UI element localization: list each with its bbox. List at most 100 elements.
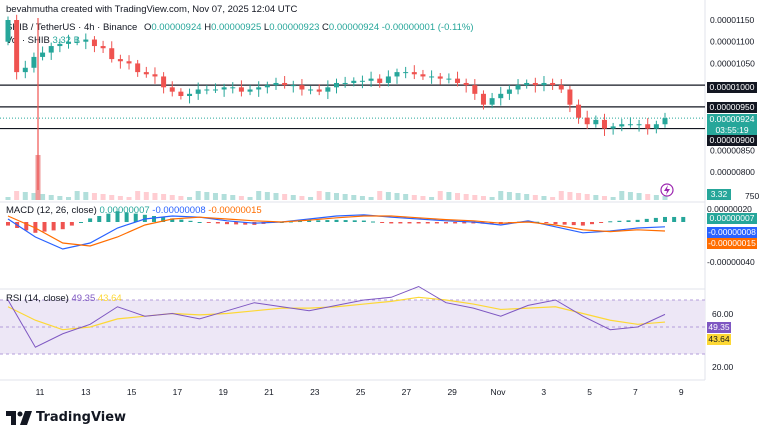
candle-body bbox=[273, 82, 279, 86]
rsi-axis-60: 60.00 bbox=[712, 309, 734, 319]
macd-hist-bar bbox=[471, 222, 476, 224]
rsi-legend[interactable]: RSI (14, close) 49.35 43.64 bbox=[6, 293, 122, 304]
candle-body bbox=[498, 93, 504, 99]
volume-bar bbox=[627, 192, 633, 200]
macd-hist-bar bbox=[188, 220, 193, 222]
volume-bar bbox=[247, 197, 253, 200]
candle-body bbox=[472, 85, 478, 94]
candle-body bbox=[506, 89, 512, 94]
volume-bar bbox=[403, 194, 409, 200]
macd-hist-bar bbox=[51, 222, 56, 231]
price-tick: 0.00000800 bbox=[710, 167, 755, 177]
volume-bar bbox=[5, 197, 11, 200]
macd-hist-bar bbox=[42, 222, 47, 232]
current-price-tag: 0.00000924 03:55:19 bbox=[707, 114, 757, 136]
volume-bar bbox=[221, 194, 227, 200]
candle-body bbox=[299, 85, 305, 90]
candle-body bbox=[480, 93, 486, 105]
macd-hist-bar bbox=[371, 221, 375, 223]
candle-body bbox=[446, 78, 452, 80]
volume-bar bbox=[282, 194, 288, 200]
level-tag-900: 0.00000900 bbox=[707, 135, 757, 146]
volume-bar bbox=[342, 194, 348, 200]
candle-body bbox=[524, 82, 530, 86]
macd-hist-bar bbox=[389, 222, 394, 224]
candle-body bbox=[117, 59, 123, 62]
time-tick: 13 bbox=[81, 387, 91, 397]
signal-value: -0.00000015 bbox=[208, 205, 262, 216]
ohlc-high: 0.00000925 bbox=[211, 22, 262, 33]
macd-hist-bar bbox=[434, 222, 439, 224]
volume-bar bbox=[480, 196, 486, 200]
price-tick: 0.00001100 bbox=[710, 37, 755, 47]
macd-hist-bar bbox=[288, 221, 293, 223]
volume-bar bbox=[273, 193, 279, 200]
volume-bar bbox=[40, 194, 46, 200]
price-tick: 0.00001050 bbox=[710, 58, 755, 68]
macd-label: MACD (12, 26, close) bbox=[6, 205, 97, 216]
macd-hist-bar bbox=[462, 222, 467, 224]
candle-body bbox=[420, 74, 426, 77]
candle-body bbox=[74, 41, 80, 43]
tradingview-logo[interactable]: TradingView bbox=[6, 410, 126, 425]
macd-hist-bar bbox=[215, 222, 220, 224]
volume-value: 3.32 B bbox=[52, 35, 80, 46]
tradingview-logo-text: TradingView bbox=[36, 410, 127, 425]
volume-bar bbox=[472, 195, 478, 200]
volume-bar bbox=[532, 195, 538, 200]
time-axis: 11 13 15 17 19 21 23 25 27 29 Nov 3 5 7 9 bbox=[36, 387, 684, 397]
macd-hist-bar bbox=[380, 222, 385, 223]
volume-bar bbox=[91, 193, 97, 200]
candle-body bbox=[368, 78, 374, 81]
price-tick: 750 bbox=[745, 191, 759, 201]
volume-bar bbox=[498, 191, 504, 200]
candle-body bbox=[143, 72, 149, 75]
candle-body bbox=[334, 82, 339, 88]
macd-hist-bar bbox=[170, 218, 175, 222]
macd-signal-line bbox=[7, 215, 666, 247]
macd-hist-bar bbox=[334, 219, 339, 222]
macd-axis-top: 0.00000020 bbox=[707, 204, 752, 214]
macd-hist-bar bbox=[206, 222, 211, 223]
macd-hist-bar bbox=[580, 222, 585, 226]
level-tag-1000: 0.00001000 bbox=[707, 82, 757, 93]
candle-body bbox=[351, 80, 357, 83]
tradingview-logo-icon bbox=[6, 410, 32, 425]
volume-bar bbox=[264, 192, 270, 200]
macd-hist-bar bbox=[234, 222, 239, 225]
macd-hist-bar bbox=[316, 220, 321, 222]
attribution: bevahmutha created with TradingView.com,… bbox=[6, 4, 298, 15]
volume-legend[interactable]: Vol · SHIB 3.32 B bbox=[6, 35, 80, 46]
candle-body bbox=[31, 56, 37, 68]
candle-body bbox=[308, 89, 314, 91]
candle-body bbox=[48, 46, 54, 53]
macd-hist-bar bbox=[553, 222, 558, 225]
macd-axis-bottom: -0.00000040 bbox=[707, 257, 755, 267]
volume-bar bbox=[204, 192, 210, 200]
macd-legend[interactable]: MACD (12, 26, close) 0.00000007 -0.00000… bbox=[6, 205, 262, 216]
ohlc-open-label: O bbox=[143, 22, 152, 33]
time-tick: 15 bbox=[127, 387, 137, 397]
candle-body bbox=[109, 48, 115, 60]
candle-body bbox=[126, 61, 132, 64]
macd-hist-tag: 0.00000007 bbox=[707, 213, 757, 224]
candle-body bbox=[316, 89, 322, 92]
symbol-legend[interactable]: SHIB / TetherUS · 4h · Binance O0.000009… bbox=[6, 22, 473, 33]
candle-body bbox=[653, 124, 659, 129]
volume-bar bbox=[584, 194, 590, 200]
rsi-label: RSI (14, close) bbox=[6, 293, 69, 304]
candle-body bbox=[195, 89, 201, 94]
lightning-icon[interactable] bbox=[660, 183, 674, 197]
macd-hist-bar bbox=[179, 219, 184, 222]
volume-bar bbox=[126, 197, 132, 200]
time-tick: 19 bbox=[218, 387, 228, 397]
macd-hist-bar bbox=[161, 217, 166, 222]
volume-bar bbox=[385, 192, 391, 200]
macd-hist-bar bbox=[425, 222, 430, 224]
ohlc-high-label: H bbox=[204, 22, 212, 33]
volume-bar bbox=[437, 191, 443, 200]
volume-bar bbox=[455, 193, 461, 200]
macd-hist-bar bbox=[663, 216, 667, 222]
macd-value: -0.00000008 bbox=[152, 205, 206, 216]
